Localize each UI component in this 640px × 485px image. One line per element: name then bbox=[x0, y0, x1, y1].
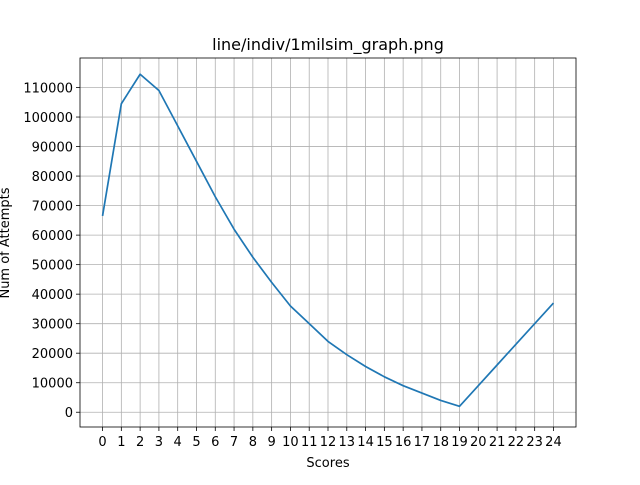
y-tick-label-9: 90000 bbox=[32, 141, 73, 156]
x-tick-label-0: 0 bbox=[98, 435, 106, 450]
x-tick-label-5: 5 bbox=[192, 435, 200, 450]
x-tick-label-10: 10 bbox=[282, 435, 299, 450]
x-tick-label-4: 4 bbox=[174, 435, 182, 450]
y-tick-label-3: 30000 bbox=[32, 318, 73, 333]
x-axis-title: Scores bbox=[306, 456, 349, 471]
x-tick-label-19: 19 bbox=[451, 435, 468, 450]
x-tick-label-9: 9 bbox=[267, 435, 275, 450]
x-tick-label-6: 6 bbox=[211, 435, 219, 450]
y-tick-label-7: 70000 bbox=[32, 200, 73, 215]
y-tick-label-0: 0 bbox=[65, 406, 73, 421]
x-tick-label-1: 1 bbox=[117, 435, 125, 450]
x-tick-label-17: 17 bbox=[414, 435, 431, 450]
x-tick-label-13: 13 bbox=[339, 435, 356, 450]
y-tick-label-2: 20000 bbox=[32, 347, 73, 362]
y-tick-label-10: 100000 bbox=[23, 111, 73, 126]
grid-layer bbox=[80, 58, 576, 427]
y-tick-label-5: 50000 bbox=[32, 259, 73, 274]
x-tick-label-22: 22 bbox=[508, 435, 525, 450]
y-axis-title: Num of Attempts bbox=[0, 187, 13, 298]
x-tick-label-2: 2 bbox=[136, 435, 144, 450]
x-tick-label-15: 15 bbox=[376, 435, 393, 450]
y-tick-label-8: 80000 bbox=[32, 170, 73, 185]
y-tick-label-4: 40000 bbox=[32, 288, 73, 303]
chart-title: line/indiv/1milsim_graph.png bbox=[212, 35, 444, 55]
x-tick-label-14: 14 bbox=[357, 435, 374, 450]
y-tick-label-11: 110000 bbox=[23, 82, 73, 97]
x-tick-label-20: 20 bbox=[470, 435, 487, 450]
x-tick-label-12: 12 bbox=[320, 435, 337, 450]
x-tick-label-7: 7 bbox=[230, 435, 238, 450]
x-tick-label-24: 24 bbox=[545, 435, 562, 450]
x-tick-label-16: 16 bbox=[395, 435, 412, 450]
x-tick-label-18: 18 bbox=[432, 435, 449, 450]
x-tick-label-21: 21 bbox=[489, 435, 506, 450]
x-tick-label-23: 23 bbox=[526, 435, 543, 450]
y-tick-label-6: 60000 bbox=[32, 229, 73, 244]
x-tick-label-11: 11 bbox=[301, 435, 318, 450]
x-tick-label-8: 8 bbox=[249, 435, 257, 450]
x-tick-label-3: 3 bbox=[155, 435, 163, 450]
y-tick-label-1: 10000 bbox=[32, 377, 73, 392]
